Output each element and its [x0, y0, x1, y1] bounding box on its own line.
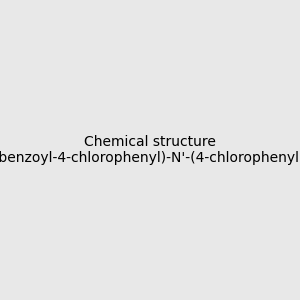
Text: Chemical structure
N-(2-benzoyl-4-chlorophenyl)-N'-(4-chlorophenyl)urea: Chemical structure N-(2-benzoyl-4-chloro…: [0, 135, 300, 165]
